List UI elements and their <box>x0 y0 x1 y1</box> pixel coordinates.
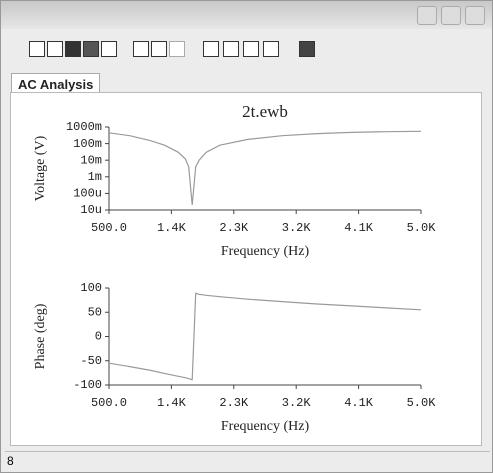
y-tick-label: 10u <box>80 203 102 217</box>
chart-title: 2t.ewb <box>242 102 288 121</box>
x-axis-label: Frequency (Hz) <box>221 419 310 434</box>
grid-icon[interactable] <box>243 41 259 57</box>
grid-icon[interactable] <box>263 41 279 57</box>
y-tick-label: -50 <box>80 354 102 368</box>
x-tick-label: 500.0 <box>91 221 127 235</box>
title-bar <box>1 1 492 29</box>
save-icon[interactable] <box>65 41 81 57</box>
y-tick-label: -100 <box>73 378 102 392</box>
cut-icon[interactable] <box>133 41 149 57</box>
paste-icon[interactable] <box>169 41 185 57</box>
y-tick-label: 1m <box>88 170 102 184</box>
y-tick-label: 100m <box>73 137 102 151</box>
tab[interactable]: AC Analysis <box>11 73 101 95</box>
x-tick-label: 1.4K <box>157 221 187 235</box>
window-icon[interactable] <box>299 41 315 57</box>
x-axis-label: Frequency (Hz) <box>221 244 310 259</box>
y-axis-label: Phase (deg) <box>33 303 48 369</box>
status-bar: 8 <box>5 451 490 470</box>
y-tick-label: 0 <box>95 330 102 344</box>
x-tick-label: 1.4K <box>157 396 187 410</box>
maximize-button[interactable] <box>441 6 461 25</box>
x-tick-label: 2.3K <box>219 396 249 410</box>
y-tick-label: 100 <box>80 281 102 295</box>
copy-icon[interactable] <box>151 41 167 57</box>
y-tick-label: 1000m <box>66 120 102 134</box>
chart-area: 2t.ewb 1000m 100m 10m 1m 100u 10u 500.0 1.4K 2.3K… <box>10 92 482 446</box>
x-tick-label: 500.0 <box>91 396 127 410</box>
y-tick-label: 100u <box>73 187 102 201</box>
x-tick-label: 5.0K <box>407 221 437 235</box>
y-axis-label: Voltage (V) <box>33 135 48 201</box>
x-tick-label: 3.2K <box>282 396 312 410</box>
preview-icon[interactable] <box>101 41 117 57</box>
minimize-button[interactable] <box>417 6 437 25</box>
x-tick-label: 4.1K <box>344 396 374 410</box>
close-button[interactable] <box>465 6 485 25</box>
x-tick-label: 2.3K <box>219 221 249 235</box>
data-line <box>108 130 422 206</box>
grid-icon[interactable] <box>203 41 219 57</box>
print-icon[interactable] <box>83 41 99 57</box>
new-icon[interactable] <box>29 41 45 57</box>
x-tick-label: 5.0K <box>407 396 437 410</box>
y-tick-label: 10m <box>80 153 102 167</box>
x-tick-label: 4.1K <box>344 221 374 235</box>
y-tick-label: 50 <box>88 305 102 319</box>
grid-icon[interactable] <box>223 41 239 57</box>
x-tick-label: 3.2K <box>282 221 312 235</box>
toolbar <box>1 31 492 67</box>
data-line <box>108 292 422 381</box>
open-icon[interactable] <box>47 41 63 57</box>
